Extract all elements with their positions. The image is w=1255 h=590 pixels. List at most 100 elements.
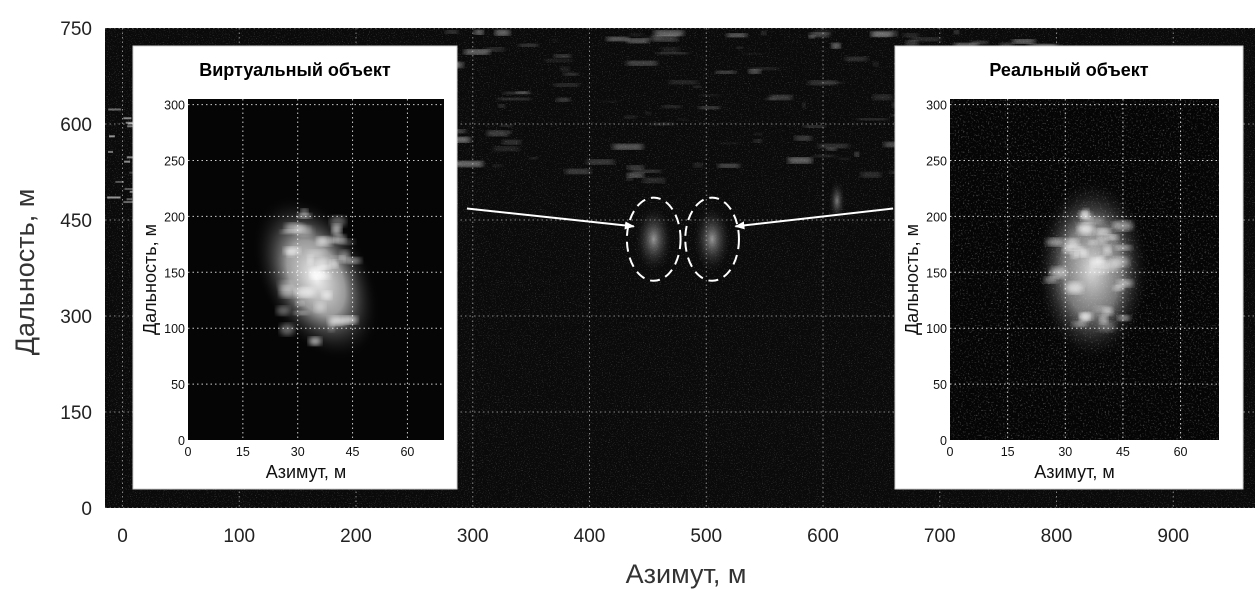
clutter-return — [736, 46, 743, 49]
clutter-return — [905, 40, 919, 46]
clutter-return — [873, 94, 892, 100]
clutter-return — [124, 160, 131, 163]
inset-x-tick-label: 30 — [1058, 445, 1072, 459]
inset-virtual-object: Виртуальный объект 0 15 30 45 60 0 50 100 150 200 2… — [132, 45, 458, 490]
clutter-return — [654, 30, 684, 36]
y-axis-label: Дальность, м — [10, 189, 40, 356]
target-speckle — [339, 250, 350, 263]
arrow — [466, 207, 635, 230]
clutter-return — [700, 94, 720, 97]
clutter-return — [627, 60, 657, 66]
y-tick-label: 450 — [60, 211, 92, 232]
target-speckle — [1094, 228, 1111, 235]
clutter-return — [560, 66, 570, 72]
clutter-return — [669, 80, 698, 84]
clutter-return — [802, 102, 806, 108]
target-speckle — [329, 260, 338, 269]
clutter-return — [652, 122, 673, 126]
clutter-return — [485, 47, 505, 52]
x-tick-label: 500 — [690, 526, 722, 547]
clutter-return — [662, 105, 681, 109]
x-tick-label: 800 — [1041, 526, 1073, 547]
target-speckle — [345, 257, 362, 264]
target-speckle — [1114, 245, 1133, 251]
annotations — [466, 196, 894, 282]
target-speckle — [295, 288, 316, 298]
clutter-return — [693, 162, 703, 168]
inset-x-tick-label: 30 — [291, 445, 305, 459]
inset-title: Виртуальный объект — [199, 60, 391, 80]
target-speckle — [300, 208, 308, 215]
clutter-return — [645, 112, 652, 114]
x-tick-label: 600 — [807, 526, 839, 547]
clutter-return — [554, 83, 579, 87]
clutter-return — [587, 159, 614, 165]
target-speckle — [306, 250, 326, 257]
clutter-return — [753, 139, 762, 143]
clutter-return — [770, 95, 792, 100]
clutter-return — [765, 97, 776, 100]
clutter-return — [126, 198, 133, 201]
inset-title: Реальный объект — [989, 60, 1148, 80]
inset-y-tick-label: 150 — [926, 266, 947, 280]
inset-y-tick-label: 0 — [178, 434, 185, 448]
clutter-return — [910, 37, 941, 42]
arrow — [734, 207, 894, 230]
clutter-return — [563, 72, 578, 76]
target-ellipse — [684, 196, 740, 282]
clutter-return — [954, 30, 960, 34]
inset-y-tick-label: 150 — [164, 266, 185, 280]
inset-x-tick-label: 0 — [947, 445, 954, 459]
target-speckle — [308, 337, 322, 346]
y-tick-label: 0 — [81, 499, 92, 520]
inset-x-tick-label: 15 — [1001, 445, 1015, 459]
clutter-return — [643, 178, 665, 183]
target-speckle — [328, 316, 348, 326]
target-speckle — [1045, 238, 1066, 246]
target-speckle — [1111, 256, 1130, 267]
inset-y-tick-label: 100 — [164, 322, 185, 336]
clutter-return — [445, 30, 459, 34]
inset-x-tick-label: 60 — [1174, 445, 1188, 459]
clutter-return — [499, 97, 531, 101]
target-speckle — [309, 267, 324, 279]
clutter-return — [626, 177, 633, 181]
clutter-return — [631, 169, 661, 173]
clutter-return — [123, 117, 132, 120]
inset-x-tick-label: 15 — [236, 445, 250, 459]
target-speckle — [283, 247, 301, 255]
target-speckle — [1097, 234, 1107, 245]
clutter-return — [627, 165, 644, 170]
inset-real-object: Реальный объект 0 15 30 45 60 0 50 100 150 200 250 3… — [894, 45, 1244, 490]
clutter-return — [108, 108, 122, 111]
target-return — [633, 203, 674, 275]
clutter-return — [1013, 39, 1035, 44]
clutter-return — [657, 52, 688, 55]
inset-y-tick-label: 100 — [926, 322, 947, 336]
clutter-return — [826, 147, 837, 151]
clutter-return — [837, 157, 850, 160]
clutter-return — [845, 57, 867, 61]
clutter-return — [794, 136, 812, 141]
x-tick-label: 900 — [1157, 526, 1189, 547]
clutter-return — [607, 37, 629, 41]
x-tick-label: 400 — [574, 526, 606, 547]
target-return — [691, 203, 733, 275]
clutter-return — [601, 100, 619, 103]
clutter-return — [464, 49, 490, 55]
inset-y-tick-label: 300 — [926, 99, 947, 113]
clutter-return — [818, 144, 849, 148]
inset-y-tick-label: 250 — [164, 154, 185, 168]
target-speckle — [1094, 306, 1111, 313]
inset-y-axis-label: Дальность, м — [902, 224, 922, 335]
y-tick-labels: 0 150 300 450 600 750 — [60, 19, 92, 520]
clutter-return — [627, 173, 644, 178]
clutter-return — [519, 43, 538, 47]
clutter-return — [813, 155, 835, 158]
target-speckle — [331, 224, 342, 236]
target-speckle — [1117, 315, 1131, 321]
target-ellipse — [625, 196, 682, 282]
inset-target — [1034, 177, 1150, 362]
target-speckle — [1062, 245, 1075, 254]
